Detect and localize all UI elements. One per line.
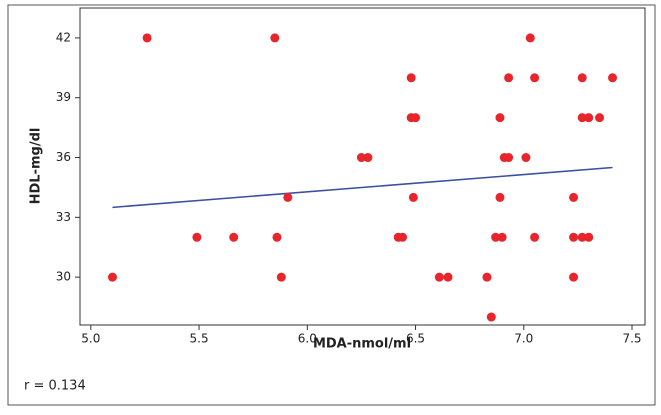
y-axis-label: HDL-mg/dl bbox=[29, 128, 44, 205]
scatter-point bbox=[142, 33, 152, 43]
x-tick-label: 7.5 bbox=[622, 332, 641, 346]
scatter-point bbox=[504, 73, 514, 83]
scatter-point bbox=[411, 113, 421, 123]
scatter-point bbox=[608, 73, 618, 83]
x-tick-label: 6.0 bbox=[298, 332, 317, 346]
scatter-point bbox=[229, 232, 239, 242]
y-tick-label: 30 bbox=[56, 270, 71, 284]
scatter-point bbox=[577, 73, 587, 83]
scatter-point bbox=[495, 192, 505, 202]
scatter-point bbox=[569, 272, 579, 282]
x-tick-label: 6.5 bbox=[406, 332, 425, 346]
scatter-point bbox=[363, 153, 373, 163]
frame bbox=[7, 4, 656, 406]
scatter-point bbox=[584, 232, 594, 242]
y-tick-label: 33 bbox=[56, 210, 71, 224]
scatter-point bbox=[406, 73, 416, 83]
x-tick-label: 5.5 bbox=[190, 332, 209, 346]
scatter-point bbox=[272, 232, 282, 242]
plot-area bbox=[79, 7, 646, 326]
scatter-point bbox=[107, 272, 117, 282]
scatter-point bbox=[356, 153, 366, 163]
scatter-point bbox=[521, 153, 531, 163]
scatter-point bbox=[495, 113, 505, 123]
scatter-point bbox=[577, 113, 587, 123]
scatter-point bbox=[491, 232, 501, 242]
y-tick-label: 36 bbox=[56, 150, 71, 164]
scatter-point bbox=[486, 312, 496, 322]
y-tick-label: 39 bbox=[56, 90, 71, 104]
scatter-point bbox=[595, 113, 605, 123]
scatter-point bbox=[434, 272, 444, 282]
scatter-point bbox=[577, 232, 587, 242]
scatter-point bbox=[530, 232, 540, 242]
scatter-point bbox=[276, 272, 286, 282]
scatter-point bbox=[398, 232, 408, 242]
scatter-point bbox=[283, 192, 293, 202]
x-tick-label: 5.0 bbox=[81, 332, 100, 346]
scatter-point bbox=[584, 113, 594, 123]
scatter-point bbox=[443, 272, 453, 282]
scatter-point bbox=[569, 192, 579, 202]
scatter-point bbox=[525, 33, 535, 43]
x-tick-label: 7.0 bbox=[514, 332, 533, 346]
trend-line bbox=[112, 166, 613, 209]
scatter-point bbox=[497, 232, 507, 242]
scatter-point bbox=[569, 232, 579, 242]
scatter-point bbox=[270, 33, 280, 43]
y-tick-label: 42 bbox=[56, 30, 71, 44]
scatter-point bbox=[408, 192, 418, 202]
scatter-point bbox=[192, 232, 202, 242]
annotation: r = 0.134 bbox=[24, 379, 86, 394]
scatter-point bbox=[530, 73, 540, 83]
x-axis-label: MDA-nmol/ml bbox=[313, 337, 411, 352]
scatter-point bbox=[482, 272, 492, 282]
scatter-point bbox=[504, 153, 514, 163]
